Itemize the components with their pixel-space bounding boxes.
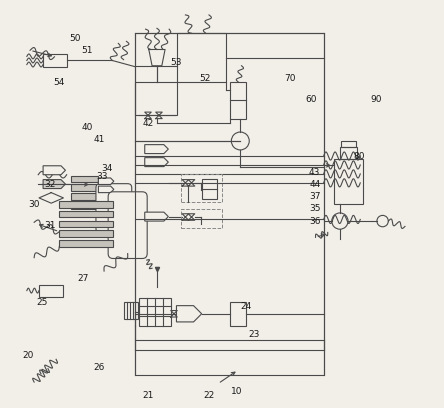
Bar — [181, 209, 222, 228]
Polygon shape — [145, 212, 168, 221]
Text: 22: 22 — [203, 391, 214, 400]
Polygon shape — [43, 180, 65, 188]
Text: 40: 40 — [81, 123, 93, 132]
Text: 35: 35 — [309, 204, 321, 213]
Bar — [71, 175, 99, 182]
Polygon shape — [99, 186, 114, 193]
Text: 34: 34 — [102, 164, 113, 173]
FancyBboxPatch shape — [108, 192, 147, 259]
Polygon shape — [145, 157, 168, 166]
Text: 60: 60 — [305, 95, 317, 104]
Bar — [135, 82, 177, 115]
Text: 36: 36 — [309, 217, 321, 226]
Text: 26: 26 — [94, 363, 105, 372]
Bar — [341, 141, 356, 147]
Text: 42: 42 — [143, 119, 154, 128]
Bar — [202, 179, 217, 199]
Bar — [177, 33, 226, 82]
Bar — [59, 231, 113, 237]
Bar — [135, 33, 324, 375]
Bar — [59, 221, 113, 227]
FancyBboxPatch shape — [96, 184, 132, 233]
Text: 33: 33 — [96, 172, 108, 181]
Bar — [39, 284, 63, 297]
Text: 44: 44 — [309, 180, 320, 189]
Bar — [59, 211, 113, 217]
Bar — [230, 302, 246, 326]
Text: 37: 37 — [309, 192, 321, 201]
Bar — [123, 302, 138, 319]
Bar — [71, 202, 99, 209]
Text: 27: 27 — [77, 273, 89, 282]
Text: 90: 90 — [370, 95, 381, 104]
Text: 23: 23 — [248, 330, 259, 339]
Text: 54: 54 — [53, 78, 64, 87]
Text: 51: 51 — [81, 46, 93, 55]
Text: 25: 25 — [36, 298, 48, 307]
Bar — [71, 184, 99, 191]
Bar — [59, 201, 113, 208]
Text: 20: 20 — [22, 351, 34, 360]
Polygon shape — [43, 166, 65, 175]
Bar — [334, 159, 363, 204]
Bar — [181, 174, 222, 202]
Text: 70: 70 — [285, 74, 296, 83]
Text: 50: 50 — [69, 33, 80, 42]
Text: 53: 53 — [170, 58, 182, 67]
Text: 10: 10 — [230, 387, 242, 396]
Text: 32: 32 — [45, 180, 56, 189]
Polygon shape — [99, 178, 114, 184]
Text: 21: 21 — [143, 391, 154, 400]
Bar — [71, 193, 99, 200]
Text: 80: 80 — [354, 151, 365, 160]
Text: 31: 31 — [45, 221, 56, 230]
Polygon shape — [149, 49, 165, 66]
Text: 30: 30 — [28, 200, 40, 209]
Bar — [43, 54, 67, 67]
Bar — [59, 240, 113, 247]
Text: 52: 52 — [199, 74, 210, 83]
Text: 24: 24 — [240, 302, 251, 311]
Polygon shape — [176, 306, 202, 322]
Polygon shape — [145, 144, 168, 153]
Bar — [230, 82, 246, 119]
Bar — [340, 147, 357, 159]
Bar — [139, 297, 171, 326]
Text: 43: 43 — [309, 168, 321, 177]
Text: 41: 41 — [94, 135, 105, 144]
